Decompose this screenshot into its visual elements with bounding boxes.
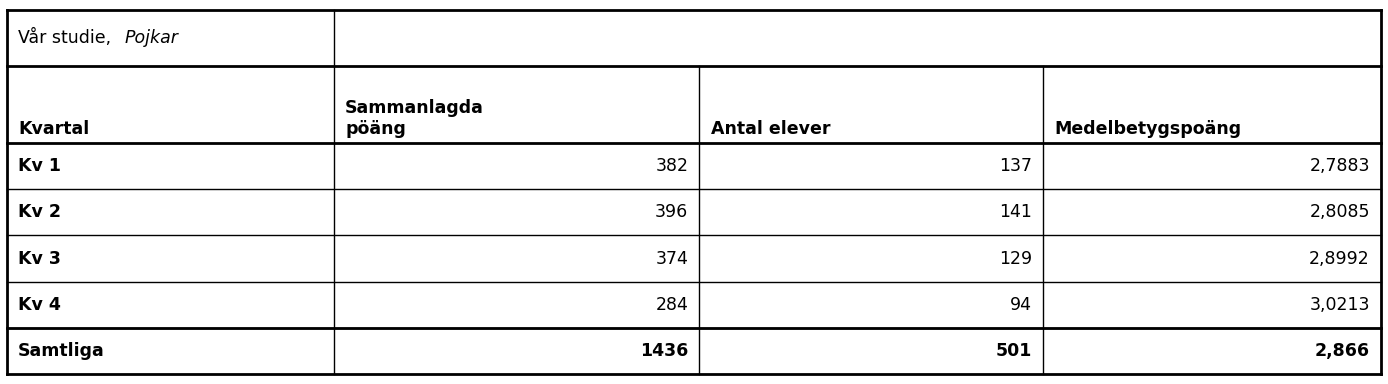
Text: Sammanlagda
pöäng: Sammanlagda pöäng — [346, 99, 484, 138]
Text: Kv 1: Kv 1 — [18, 157, 61, 175]
Text: 501: 501 — [995, 342, 1031, 360]
Text: Kv 4: Kv 4 — [18, 296, 61, 314]
Text: 396: 396 — [655, 203, 688, 221]
Text: 3,0213: 3,0213 — [1309, 296, 1370, 314]
Text: Samtliga: Samtliga — [18, 342, 105, 360]
Text: Vår studie,: Vår studie, — [18, 29, 117, 47]
Text: 137: 137 — [999, 157, 1031, 175]
Text: Pojkar: Pojkar — [125, 29, 179, 47]
Text: 129: 129 — [999, 250, 1031, 268]
Text: 2,866: 2,866 — [1314, 342, 1370, 360]
Text: 374: 374 — [655, 250, 688, 268]
Text: 2,7883: 2,7883 — [1309, 157, 1370, 175]
Text: 382: 382 — [655, 157, 688, 175]
Text: Antal elever: Antal elever — [711, 120, 830, 138]
Text: Kvartal: Kvartal — [18, 120, 89, 138]
Text: 94: 94 — [1010, 296, 1031, 314]
Text: 2,8085: 2,8085 — [1309, 203, 1370, 221]
Text: Medelbetygspoäng: Medelbetygspoäng — [1053, 120, 1241, 138]
Text: 141: 141 — [999, 203, 1031, 221]
Text: Kv 3: Kv 3 — [18, 250, 61, 268]
Text: 1436: 1436 — [640, 342, 688, 360]
Text: 284: 284 — [655, 296, 688, 314]
Text: Kv 2: Kv 2 — [18, 203, 61, 221]
Text: 2,8992: 2,8992 — [1309, 250, 1370, 268]
